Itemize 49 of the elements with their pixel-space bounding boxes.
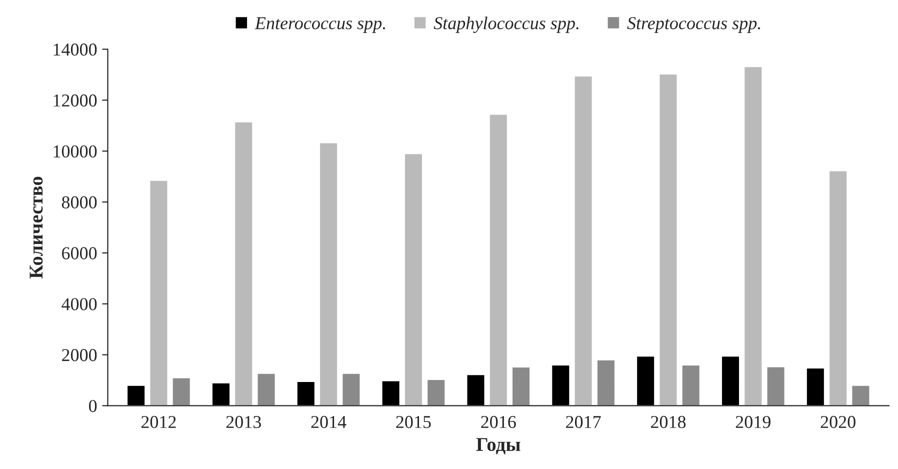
x-tick-label: 2012 [141,416,176,428]
bar [658,73,678,406]
bar [126,384,146,406]
bar [466,374,486,406]
x-tick-label: 2018 [650,416,686,428]
bar [234,121,254,406]
y-tick-label: 12000 [54,94,97,107]
bar [551,364,570,406]
x-tick-label: 2019 [736,416,770,428]
bar [404,153,424,406]
bar [744,66,763,406]
y-tick-label: 8000 [62,196,97,208]
bar [149,180,168,406]
y-tick-label: 14000 [54,44,97,56]
x-axis-title: Годы [476,438,520,454]
x-tick-label: 2016 [481,416,516,428]
legend-label: Enterococcus spp. [254,17,386,33]
bar [318,142,338,406]
bar [851,384,870,406]
bar [381,380,400,406]
x-tick-label: 2013 [226,416,261,428]
bar [256,372,276,406]
x-tick-label: 2014 [311,416,346,428]
x-tick-label: 2017 [566,416,601,428]
bar [488,114,508,406]
bar [681,364,700,406]
bar [766,366,786,406]
bar [426,378,446,406]
bar [806,367,826,406]
bar [211,382,231,406]
bar [828,170,848,406]
bar [596,359,616,406]
y-tick-label: 4000 [62,298,97,310]
bar [172,377,191,406]
y-tick-label: 0 [89,400,97,412]
y-tick-label: 2000 [62,349,97,362]
y-tick-label: 6000 [62,247,97,260]
legend-label: Streptococcus spp. [627,17,760,33]
x-tick-label: 2020 [820,416,856,428]
bar [511,366,531,406]
x-tick-label: 2015 [396,416,431,428]
bar [636,355,656,406]
bar [296,380,316,406]
bar [574,75,593,406]
y-tick-label: 10000 [54,145,97,158]
legend-label: Staphylococcus spp. [434,16,578,33]
y-axis-title: Количество [30,176,43,279]
bar [720,355,740,406]
bar [342,372,361,406]
